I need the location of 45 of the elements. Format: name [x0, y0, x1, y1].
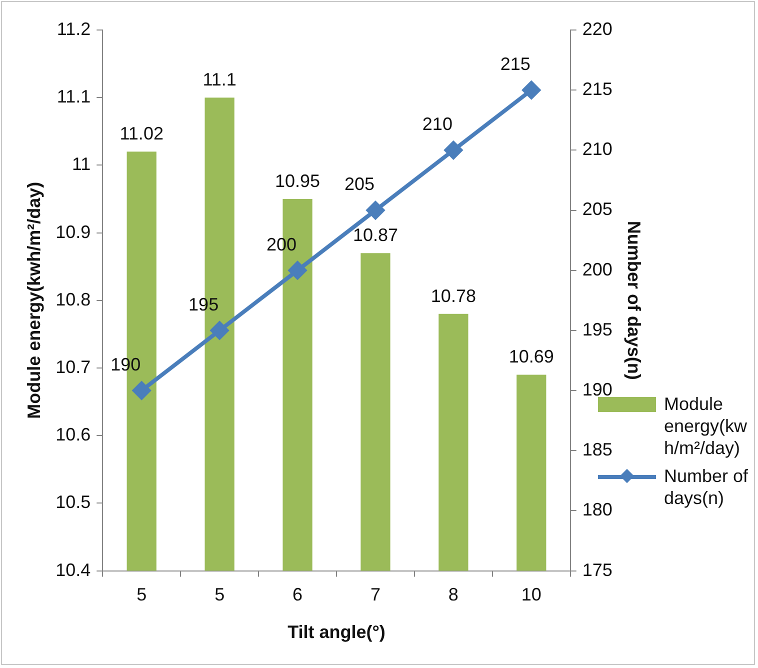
- y-tick-label: 10.5: [56, 492, 91, 512]
- point: [444, 141, 462, 160]
- data-label: 10.78: [430, 286, 476, 306]
- y-tick-label: 10.9: [56, 222, 91, 242]
- x-tick-label: 5: [214, 584, 225, 605]
- y-tick-label: 11.2: [56, 18, 91, 39]
- legend-label: Number of days(n): [664, 465, 750, 509]
- y2-axis-title: Number of days(n): [624, 220, 644, 380]
- x-tick-label: 5: [136, 584, 147, 605]
- y-tick-label: 10.7: [56, 356, 91, 377]
- data-label: 215: [500, 54, 530, 74]
- x-tick-label: 6: [292, 584, 303, 605]
- point: [132, 382, 151, 400]
- x-tick-label: 8: [448, 584, 458, 605]
- x-tick-label: 7: [370, 584, 380, 605]
- y-axis-title: Module energy(kwh/m²/day): [24, 182, 44, 419]
- data-label: 11.02: [120, 124, 164, 144]
- y-tick-label: 11.1: [56, 86, 91, 107]
- y-tick-label: 10.4: [56, 560, 91, 580]
- y-tick-label: 10.6: [56, 424, 91, 445]
- y2-tick-label: 210: [582, 139, 612, 160]
- y2-tick-label: 195: [582, 319, 612, 340]
- data-label: 11.1: [202, 70, 236, 90]
- y2-tick-label: 175: [582, 560, 612, 580]
- point: [522, 81, 540, 100]
- data-label: 10.95: [275, 170, 320, 191]
- x-tick-label: 10: [521, 584, 542, 605]
- y-tick-label: 11: [72, 154, 91, 174]
- data-label: 10.69: [508, 346, 554, 367]
- y2-tick-label: 200: [582, 259, 612, 280]
- y-tick-label: 10.8: [56, 289, 91, 310]
- y2-tick-label: 205: [582, 199, 612, 220]
- legend-label: Module energy(kwh/m²/day): [664, 393, 748, 459]
- point: [366, 201, 384, 220]
- y2-tick-label: 190: [582, 380, 612, 400]
- y2-tick-label: 220: [582, 18, 612, 39]
- y2-tick-label: 180: [582, 500, 612, 520]
- data-label: 210: [422, 114, 452, 134]
- y2-tick-label: 185: [582, 440, 612, 460]
- point: [210, 321, 229, 340]
- data-label: 205: [344, 174, 374, 194]
- x-axis-title: Tilt angle(°): [288, 622, 386, 642]
- point: [288, 261, 307, 280]
- data-label: 10.87: [352, 225, 398, 246]
- y2-tick-label: 215: [582, 79, 612, 100]
